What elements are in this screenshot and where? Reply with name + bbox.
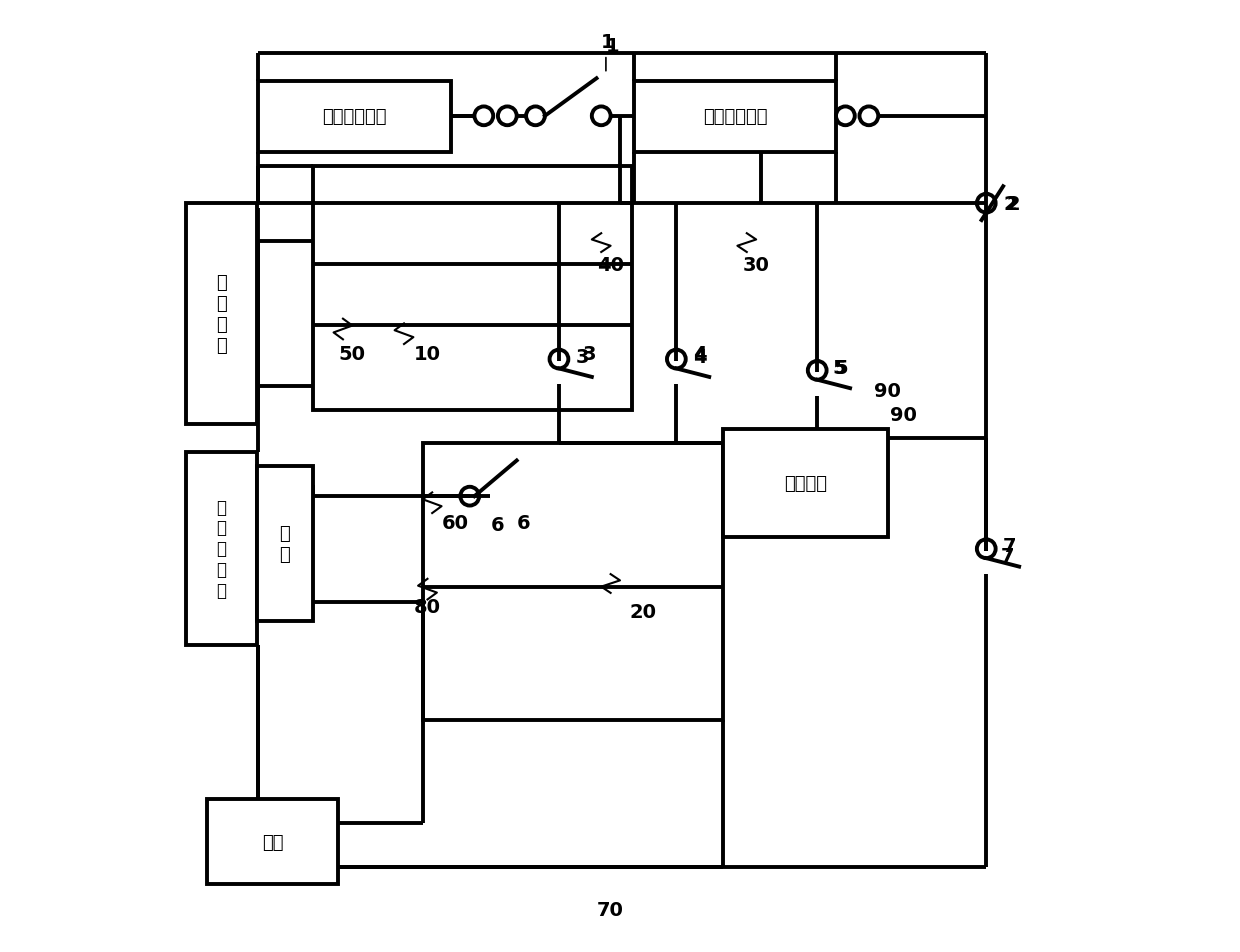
Text: 2: 2 bbox=[1007, 194, 1021, 213]
Text: 3: 3 bbox=[575, 347, 589, 367]
Text: 20: 20 bbox=[630, 603, 656, 622]
Bar bbox=[207, 800, 339, 884]
Text: 2: 2 bbox=[1003, 194, 1017, 213]
Bar bbox=[634, 82, 836, 152]
Text: 60: 60 bbox=[441, 513, 469, 532]
Text: 锂
离
子
动
力: 锂 离 子 动 力 bbox=[216, 498, 227, 599]
Text: 4: 4 bbox=[693, 345, 707, 364]
Text: 7: 7 bbox=[1001, 546, 1014, 565]
Bar bbox=[186, 452, 257, 645]
Text: 5: 5 bbox=[832, 359, 846, 378]
Bar bbox=[186, 204, 257, 425]
Text: 电机: 电机 bbox=[262, 833, 283, 851]
Bar bbox=[723, 429, 888, 537]
Text: 6: 6 bbox=[491, 515, 505, 534]
Text: 30: 30 bbox=[743, 255, 770, 274]
Text: 第一超级电容: 第一超级电容 bbox=[322, 109, 387, 127]
Text: 3: 3 bbox=[583, 345, 596, 364]
Bar bbox=[257, 466, 312, 622]
Text: 10: 10 bbox=[414, 345, 441, 364]
Bar bbox=[423, 444, 723, 720]
Text: 太
阳
能
板: 太 阳 能 板 bbox=[216, 274, 227, 354]
Text: 6: 6 bbox=[517, 513, 531, 532]
Text: 90: 90 bbox=[890, 406, 918, 425]
Text: 90: 90 bbox=[873, 382, 900, 401]
Bar bbox=[258, 82, 451, 152]
Text: 40: 40 bbox=[598, 255, 624, 274]
Text: 升压模块: 升压模块 bbox=[784, 474, 827, 492]
Text: 80: 80 bbox=[413, 598, 440, 617]
Text: 电
池: 电 池 bbox=[279, 525, 290, 564]
Text: 5: 5 bbox=[835, 359, 848, 378]
Bar bbox=[312, 167, 632, 410]
Text: 7: 7 bbox=[1003, 537, 1017, 556]
Text: 1: 1 bbox=[601, 33, 615, 52]
Text: 70: 70 bbox=[598, 900, 624, 919]
Text: 4: 4 bbox=[693, 347, 707, 367]
Text: 50: 50 bbox=[339, 345, 366, 364]
Text: 1: 1 bbox=[605, 37, 619, 56]
Text: 第二超级电容: 第二超级电容 bbox=[703, 109, 768, 127]
